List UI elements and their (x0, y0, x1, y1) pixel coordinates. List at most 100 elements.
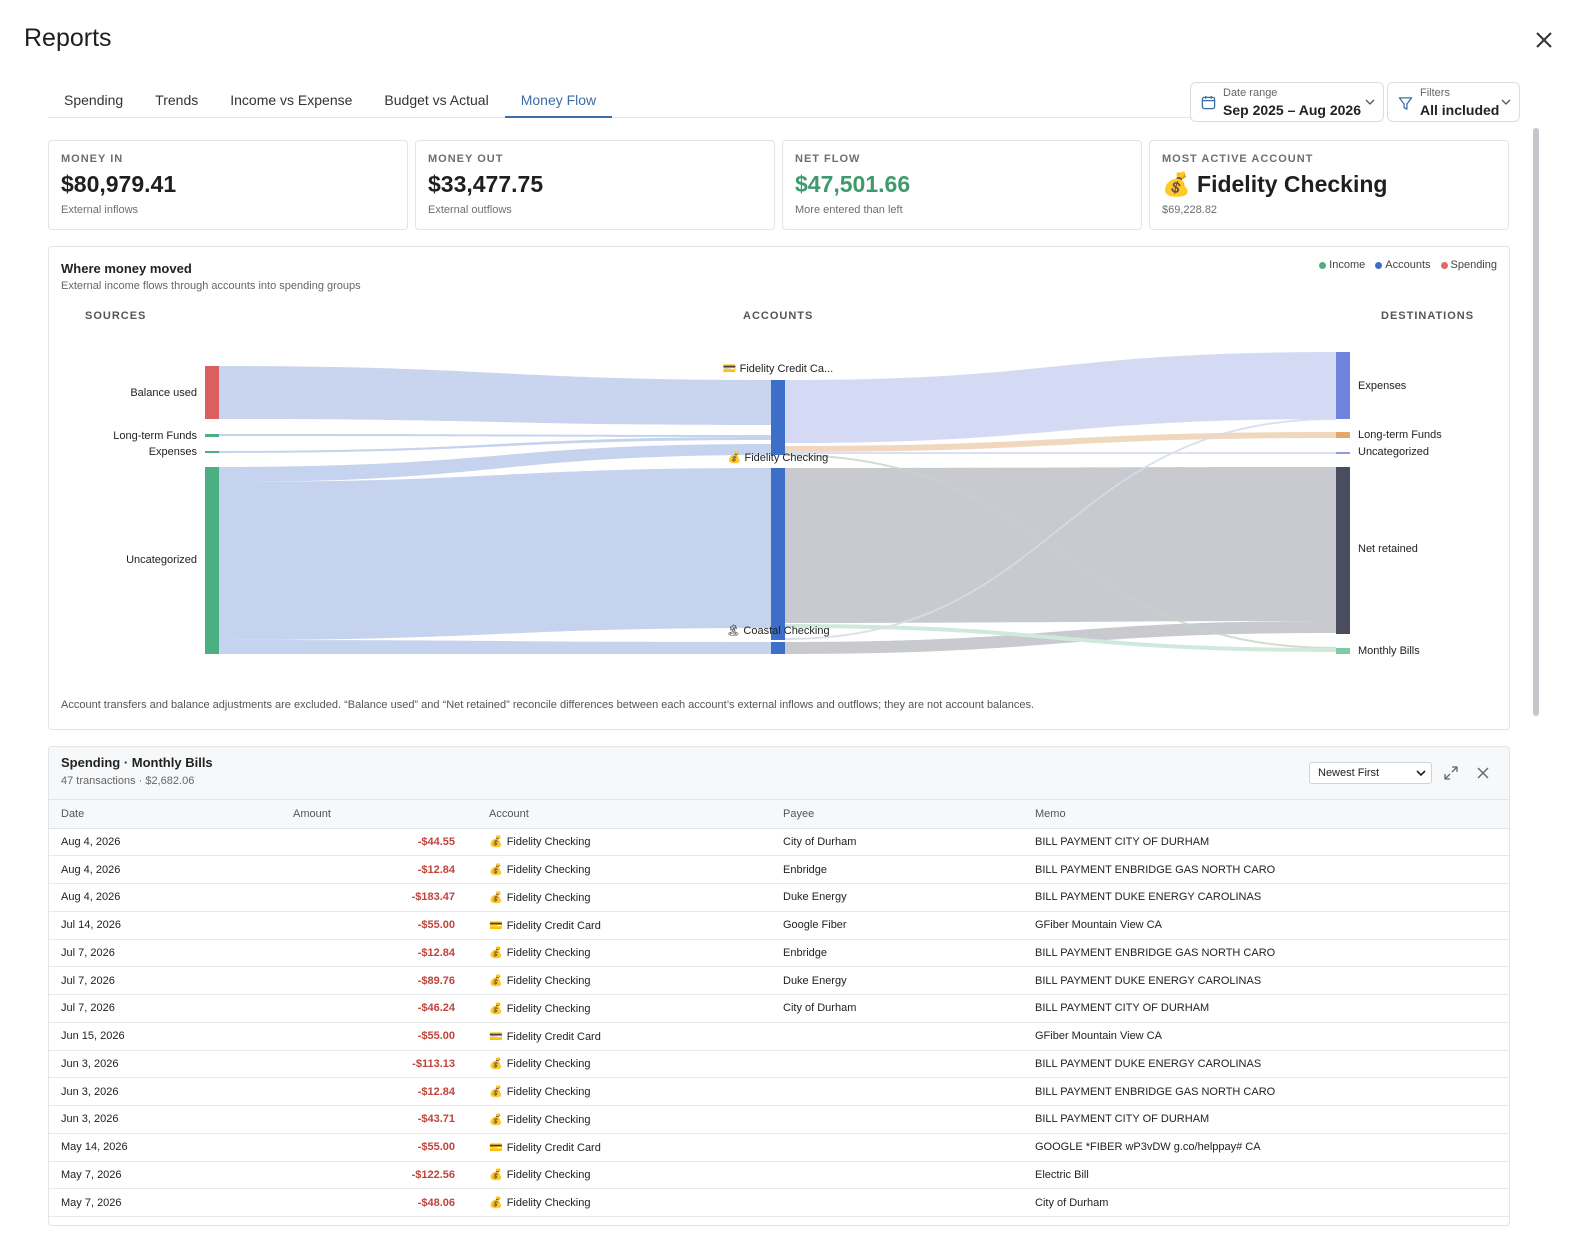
tab-money-flow[interactable]: Money Flow (504, 82, 613, 118)
card-key: NET FLOW (795, 153, 861, 165)
account-icon: 💰 (489, 947, 503, 960)
account-name: Fidelity Checking (506, 1169, 591, 1182)
cell-amount: -$43.71 (281, 1105, 477, 1134)
flow-link (785, 624, 1336, 652)
flow-link (219, 444, 771, 482)
account-icon: 💰 (489, 891, 503, 904)
account-name: Fidelity Checking (506, 1002, 591, 1015)
column-header-date[interactable]: Date (49, 800, 281, 829)
account-icon: 💰 (489, 1002, 503, 1015)
date-range-picker[interactable]: Date range Sep 2025 – Aug 2026 (1190, 82, 1384, 122)
chevron-down-icon (1501, 99, 1511, 105)
cell-account: 💰 Fidelity Checking (477, 1188, 771, 1217)
cell-payee: Google Fiber (771, 911, 1023, 940)
destination-label: Long-term Funds (1358, 429, 1442, 441)
cell-date: Jul 7, 2026 (49, 939, 281, 968)
cell-payee: City of Durham (771, 994, 1023, 1023)
cell-account: 💳 Fidelity Credit Card (477, 1022, 771, 1051)
account-label: 💰 Fidelity Checking (728, 451, 829, 464)
account-icon: 💳 (489, 1141, 503, 1154)
filter-icon (1398, 97, 1413, 110)
flow-link (785, 467, 1336, 623)
card-key: MONEY IN (61, 153, 124, 165)
account-name: Fidelity Checking (506, 1086, 591, 1099)
cell-date: Jul 14, 2026 (49, 911, 281, 940)
card-sub: More entered than left (795, 204, 903, 216)
cell-amount: -$122.56 (281, 1161, 477, 1190)
transactions-header: Spending · Monthly Bills 47 transactions… (49, 747, 1509, 800)
flow-link (785, 352, 1336, 443)
scrollbar-thumb[interactable] (1533, 128, 1539, 716)
destinations-header: DESTINATIONS (1381, 310, 1475, 322)
net-flow-value: $47,501.66 (795, 171, 911, 197)
flow-link (219, 366, 771, 425)
column-header-memo[interactable]: Memo (1023, 800, 1509, 829)
cell-payee (771, 1188, 1023, 1217)
table-row[interactable]: Jun 15, 2026 -$55.00 💳 Fidelity Credit Card… (49, 1022, 1509, 1051)
tab-spending[interactable]: Spending (64, 92, 124, 108)
table-row[interactable]: Aug 4, 2026 -$12.84 💰 Fidelity Checking Enbr… (49, 855, 1509, 884)
account-icon: 💰 (489, 1197, 503, 1210)
cell-memo: GFiber Mountain View CA (1023, 911, 1509, 940)
table-row[interactable]: Jun 3, 2026 -$43.71 💰 Fidelity Checking BILL… (49, 1105, 1509, 1134)
table-row[interactable]: Jun 3, 2026 -$12.84 💰 Fidelity Checking BILL… (49, 1077, 1509, 1106)
close-icon[interactable] (1532, 28, 1556, 52)
flow-link (785, 432, 1336, 452)
cell-amount: -$55.00 (281, 1133, 477, 1162)
sort-select[interactable]: Newest First (1309, 762, 1432, 784)
cell-amount: -$113.13 (281, 1050, 477, 1079)
account-icon: 💰 (489, 864, 503, 877)
table-row[interactable]: Aug 4, 2026 -$44.55 💰 Fidelity Checking City… (49, 828, 1509, 857)
table-row[interactable]: Aug 4, 2026 -$183.47 💰 Fidelity Checking Duk… (49, 883, 1509, 912)
expand-icon[interactable] (1442, 764, 1460, 782)
column-header-payee[interactable]: Payee (771, 800, 1023, 829)
table-row[interactable]: Jul 7, 2026 -$89.76 💰 Fidelity Checking Duke… (49, 966, 1509, 995)
account-name: Fidelity Checking (506, 891, 591, 904)
filters-label: Filters (1420, 87, 1450, 99)
table-row[interactable]: Jun 3, 2026 -$113.13 💰 Fidelity Checking BIL… (49, 1050, 1509, 1079)
cell-account: 💰 Fidelity Checking (477, 828, 771, 857)
filters-dropdown[interactable]: Filters All included (1387, 82, 1520, 122)
tab-income-vs-expense[interactable]: Income vs Expense (230, 92, 353, 108)
cell-amount: -$46.24 (281, 994, 477, 1023)
scrollbar[interactable] (1531, 124, 1540, 1214)
table-row[interactable]: May 7, 2026 -$48.06 💰 Fidelity Checking City… (49, 1188, 1509, 1217)
table-row[interactable]: May 14, 2026 -$55.00 💳 Fidelity Credit Card… (49, 1133, 1509, 1162)
flow-link (219, 437, 771, 453)
flow-link (219, 434, 771, 437)
card-sub: External inflows (61, 204, 139, 216)
card-sub: $69,228.82 (1162, 204, 1218, 216)
cell-payee (771, 1105, 1023, 1134)
table-row[interactable]: May 7, 2026 -$122.56 💰 Fidelity Checking Ele… (49, 1161, 1509, 1190)
cell-payee: City of Durham (771, 828, 1023, 857)
table-row[interactable]: Jul 14, 2026 -$55.00 💳 Fidelity Credit Card… (49, 911, 1509, 940)
cell-payee: Enbridge (771, 939, 1023, 968)
account-node-fidelity-credit-card (771, 380, 785, 455)
sources-header: SOURCES (85, 310, 147, 322)
column-header-amount[interactable]: Amount (281, 800, 477, 829)
account-icon: 💰 (489, 1058, 503, 1071)
cell-date: May 14, 2026 (49, 1133, 281, 1162)
destination-node-monthly-bills (1336, 648, 1350, 654)
destination-label: Net retained (1358, 543, 1418, 555)
cell-account: 💰 Fidelity Checking (477, 1161, 771, 1190)
tab-trends[interactable]: Trends (155, 92, 199, 108)
source-label: Long-term Funds (113, 430, 197, 442)
money-in-value: $80,979.41 (61, 171, 177, 197)
column-header-account[interactable]: Account (477, 800, 771, 829)
account-node-fidelity-checking (771, 468, 785, 640)
cell-amount: -$44.55 (281, 828, 477, 857)
tab-budget-vs-actual[interactable]: Budget vs Actual (384, 92, 489, 108)
filters-value: All included (1420, 102, 1500, 118)
flow-footnote: Account transfers and balance adjustment… (61, 699, 1035, 711)
legend-item-income: Income (1319, 259, 1365, 271)
cell-account: 💰 Fidelity Checking (477, 1050, 771, 1079)
table-row[interactable]: Jul 7, 2026 -$12.84 💰 Fidelity Checking Enbr… (49, 939, 1509, 968)
close-icon[interactable] (1474, 764, 1492, 782)
cell-amount: -$183.47 (281, 883, 477, 912)
money-in-card: MONEY IN $80,979.41 External inflows (48, 140, 408, 230)
table-header-row: Date Amount Account Payee Memo (49, 800, 1509, 829)
table-row[interactable]: Jul 7, 2026 -$46.24 💰 Fidelity Checking City… (49, 994, 1509, 1023)
cell-date: Jun 3, 2026 (49, 1050, 281, 1079)
